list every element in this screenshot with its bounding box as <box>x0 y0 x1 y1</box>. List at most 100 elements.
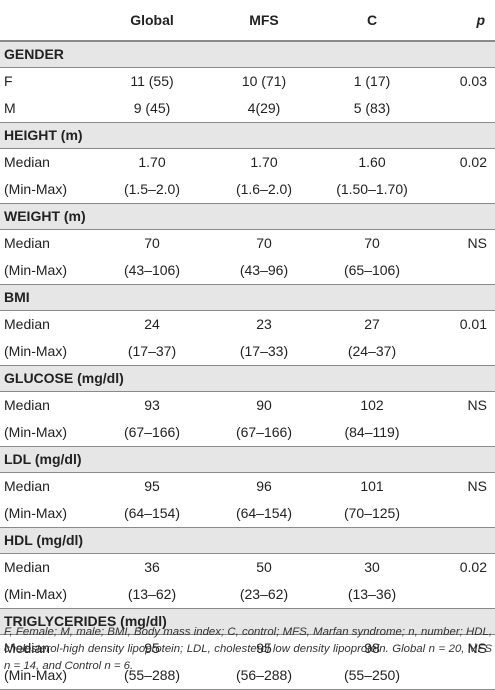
control-cell: 70 <box>364 235 380 251</box>
row-label-cell: (Min-Max) <box>4 586 67 602</box>
row-label-cell: Median <box>4 154 50 170</box>
table-row: Median 36 50 30 0.02 <box>0 554 495 581</box>
control-cell: 27 <box>364 316 380 332</box>
p-value-cell: NS <box>467 478 487 494</box>
mfs-cell: (43–96) <box>239 262 289 278</box>
mfs-cell: 4(29) <box>247 100 281 116</box>
section-header-row: BMI <box>0 284 495 311</box>
section-header-row: HEIGHT (m) <box>0 122 495 149</box>
row-label-cell: Median <box>4 316 50 332</box>
row-label-cell: M <box>4 100 16 116</box>
control-cell: (84–119) <box>344 424 400 440</box>
mfs-cell: 95 <box>256 640 272 656</box>
table-body: GENDER F 11 (55) 10 (71) 1 (17) 0.03 M 9 (45) 4(… <box>0 41 495 690</box>
section-title: BMI <box>4 289 30 305</box>
table-row: (Min-Max) (1.5–2.0) (1.6–2.0) (1.50–1.70) <box>0 176 495 203</box>
table-row: F 11 (55) 10 (71) 1 (17) 0.03 <box>0 68 495 95</box>
section-title: LDL (mg/dl) <box>4 451 82 467</box>
table-row: M 9 (45) 4(29) 5 (83) <box>0 95 495 122</box>
table-row: Median 24 23 27 0.01 <box>0 311 495 338</box>
header-p: p <box>476 12 485 28</box>
section-header-row: HDL (mg/dl) <box>0 527 495 554</box>
global-cell: (43–106) <box>123 262 181 278</box>
control-cell: 98 <box>364 640 380 656</box>
table-row: Median 95 95 98 NS <box>0 635 495 662</box>
global-cell: (13–62) <box>127 586 177 602</box>
row-label-cell: (Min-Max) <box>4 424 67 440</box>
global-cell: 95 <box>144 640 160 656</box>
section-header-row: WEIGHT (m) <box>0 203 495 230</box>
global-cell: 11 (55) <box>130 73 174 89</box>
section-title: WEIGHT (m) <box>4 208 86 224</box>
row-label-cell: Median <box>4 397 50 413</box>
table-row: Median 95 96 101 NS <box>0 473 495 500</box>
p-value-cell: NS <box>467 397 487 413</box>
p-value-cell: 0.02 <box>459 154 487 170</box>
row-label-cell: (Min-Max) <box>4 181 67 197</box>
p-value-cell: 0.01 <box>459 316 487 332</box>
mfs-cell: 10 (71) <box>241 73 287 89</box>
row-label-cell: Median <box>4 640 50 656</box>
section-title: GLUCOSE (mg/dl) <box>4 370 124 386</box>
row-label-cell: Median <box>4 235 50 251</box>
mfs-cell: (64–154) <box>235 505 293 521</box>
mfs-cell: (1.6–2.0) <box>235 181 293 197</box>
global-cell: 1.70 <box>138 154 166 170</box>
control-cell: 101 <box>360 478 384 494</box>
mfs-cell: (23–62) <box>239 586 289 602</box>
mfs-cell: 23 <box>256 316 272 332</box>
table-row: (Min-Max) (17–37) (17–33) (24–37) <box>0 338 495 365</box>
p-value-cell: NS <box>467 640 487 656</box>
section-header-row: LDL (mg/dl) <box>0 446 495 473</box>
mfs-cell: 50 <box>256 559 272 575</box>
control-cell: (65–106) <box>343 262 401 278</box>
global-cell: 24 <box>144 316 160 332</box>
table-row: (Min-Max) (43–106) (43–96) (65–106) <box>0 257 495 284</box>
control-cell: (1.50–1.70) <box>336 181 408 197</box>
header-global: Global <box>130 12 174 28</box>
mfs-cell: (67–166) <box>235 424 293 440</box>
table-row: Median 1.70 1.70 1.60 0.02 <box>0 149 495 176</box>
section-title: GENDER <box>4 46 64 62</box>
table-row: Median 93 90 102 NS <box>0 392 495 419</box>
row-label-cell: (Min-Max) <box>4 343 67 359</box>
global-cell: 70 <box>144 235 160 251</box>
control-cell: 5 (83) <box>353 100 391 116</box>
table-row: (Min-Max) (13–62) (23–62) (13–36) <box>0 581 495 608</box>
p-value-cell: NS <box>467 235 487 251</box>
control-cell: 102 <box>360 397 384 413</box>
header-c: C <box>366 12 378 28</box>
p-value-cell: 0.03 <box>459 73 487 89</box>
table-row: (Min-Max) (67–166) (67–166) (84–119) <box>0 419 495 446</box>
row-label-cell: (Min-Max) <box>4 262 67 278</box>
table-row: (Min-Max) (64–154) (64–154) (70–125) <box>0 500 495 527</box>
row-label-cell: Median <box>4 559 50 575</box>
section-header-row: GLUCOSE (mg/dl) <box>0 365 495 392</box>
section-header-row: GENDER <box>0 41 495 68</box>
section-title: TRIGLYCERIDES (mg/dl) <box>4 613 167 629</box>
row-label-cell: Median <box>4 478 50 494</box>
section-title: HEIGHT (m) <box>4 127 83 143</box>
global-cell: (64–154) <box>123 505 181 521</box>
mfs-cell: 70 <box>256 235 272 251</box>
mfs-cell: 1.70 <box>250 154 278 170</box>
row-label-cell: (Min-Max) <box>4 505 67 521</box>
control-cell: 30 <box>364 559 380 575</box>
global-cell: 93 <box>144 397 160 413</box>
mfs-cell: 90 <box>256 397 272 413</box>
control-cell: (70–125) <box>343 505 401 521</box>
control-cell: 1.60 <box>358 154 386 170</box>
global-cell: 9 (45) <box>133 100 171 116</box>
row-label-cell: F <box>4 73 13 89</box>
mfs-cell: 96 <box>256 478 272 494</box>
header-mfs: MFS <box>249 12 279 28</box>
control-cell: (24–37) <box>347 343 397 359</box>
global-cell: (67–166) <box>123 424 181 440</box>
control-cell: (13–36) <box>347 586 397 602</box>
mfs-cell: (17–33) <box>239 343 289 359</box>
global-cell: 95 <box>144 478 160 494</box>
table-row: Median 70 70 70 NS <box>0 230 495 257</box>
section-title: HDL (mg/dl) <box>4 532 84 548</box>
table-header-row: Global MFS C p <box>0 0 495 41</box>
